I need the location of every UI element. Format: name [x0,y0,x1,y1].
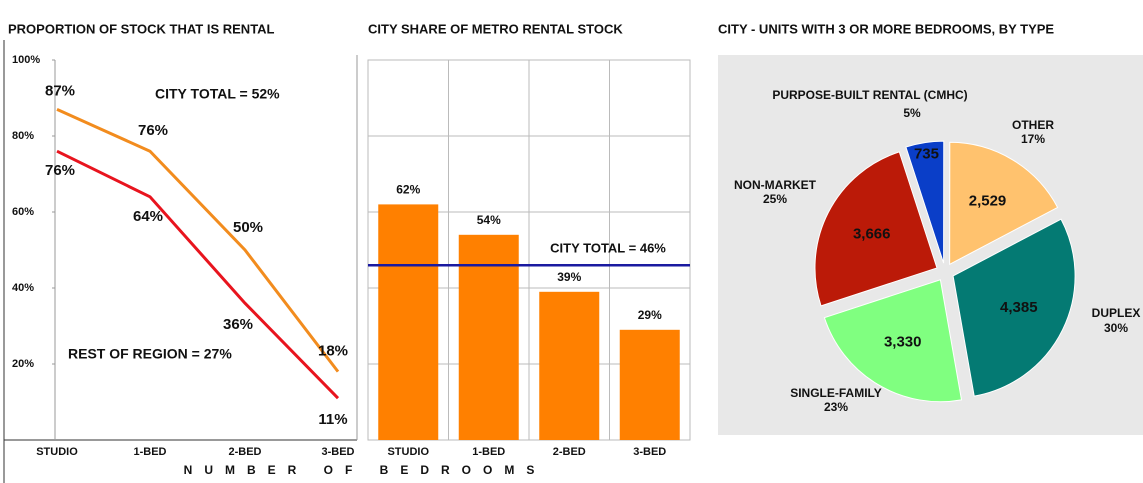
x-tick-label: 2-BED [553,446,586,458]
slice-name: NON-MARKET [734,178,817,192]
x-tick-label: 2-BED [228,446,261,458]
chart-title: CITY SHARE OF METRO RENTAL STOCK [368,21,623,36]
slice-percent: 5% [903,106,921,120]
slice-name: DUPLEX [1092,306,1141,320]
line [56,108,340,373]
annotation: CITY TOTAL = 52% [155,86,280,102]
data-label: 64% [133,208,163,225]
slice-name: SINGLE-FAMILY [790,386,882,400]
pie-slice [952,218,1076,397]
y-tick-label: 80% [12,130,34,142]
pie-slice [949,141,1059,266]
slice-value-label: 3,666 [853,226,891,243]
data-label: 50% [233,219,263,236]
slice-percent: 17% [1021,132,1045,146]
y-tick-label: 100% [12,54,40,66]
x-tick-label: 3-BED [321,446,354,458]
reference-label: CITY TOTAL = 46% [550,241,666,256]
y-tick-label: 60% [12,206,34,218]
chart-title: PROPORTION OF STOCK THAT IS RENTAL [8,21,275,36]
y-tick-label: 40% [12,282,34,294]
data-label: 62% [396,183,420,197]
slice-value-label: 2,529 [969,193,1007,210]
line [56,149,340,400]
slice-percent: 30% [1104,321,1128,335]
data-label: 39% [557,270,581,284]
slice-value-label: 735 [914,146,939,163]
slice-percent: 23% [824,400,848,414]
data-label: 29% [638,308,662,322]
slice-value-label: 4,385 [1000,299,1038,316]
data-label: 76% [45,162,75,179]
x-axis-label: NUMBER OF BEDROOMS [184,463,547,477]
data-label: 76% [138,122,168,139]
pie-slice [905,140,945,264]
y-tick-label: 20% [12,358,34,370]
slice-percent: 25% [763,192,787,206]
x-tick-label: 3-BED [633,446,666,458]
data-label: 18% [318,343,348,360]
x-tick-label: 1-BED [472,446,505,458]
x-tick-label: STUDIO [36,446,78,458]
annotation: REST OF REGION = 27% [68,346,232,362]
data-label: 36% [223,316,253,333]
slice-name: OTHER [1012,118,1054,132]
bar [539,291,600,440]
data-label: 87% [45,82,75,99]
pie-slice [814,151,938,307]
data-label: 11% [318,411,347,428]
chart-title: CITY - UNITS WITH 3 OR MORE BEDROOMS, BY… [718,21,1054,36]
bar [378,204,439,440]
slice-value-label: 3,330 [884,333,922,350]
x-tick-label: STUDIO [387,446,429,458]
bar [619,329,680,440]
pie-slice [823,279,963,403]
bar [458,234,519,440]
slice-name: PURPOSE-BUILT RENTAL (CMHC) [772,88,967,102]
data-label: 54% [477,213,501,227]
x-tick-label: 1-BED [133,446,166,458]
